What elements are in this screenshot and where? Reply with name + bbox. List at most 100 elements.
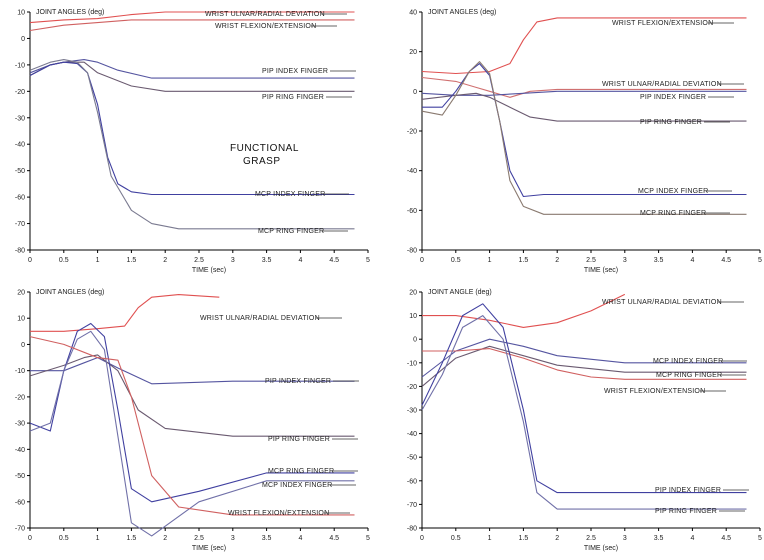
series-label: PIP RING FINGER — [262, 94, 324, 101]
series-label: MCP INDEX FINGER — [653, 358, 723, 365]
x-axis-label: TIME (sec) — [192, 545, 226, 552]
y-tick-label: -30 — [407, 408, 417, 415]
series-label: MCP INDEX FINGER — [255, 191, 325, 198]
series-label: MCP RING FINGER — [258, 228, 324, 235]
series-line — [29, 330, 355, 537]
y-tick-label: 10 — [409, 313, 417, 320]
series-label: WRIST FLEXION/EXTENSION — [604, 388, 705, 395]
series-line — [29, 354, 355, 437]
x-tick-label: 1 — [488, 535, 492, 542]
x-tick-label: 3 — [231, 257, 235, 264]
annotation-line2: GRASP — [243, 156, 281, 167]
series-line — [29, 59, 355, 230]
y-tick-label: 0 — [21, 36, 25, 43]
x-tick-label: 3.5 — [262, 257, 272, 264]
series-label: PIP INDEX FINGER — [265, 378, 331, 385]
x-tick-label: 3 — [623, 535, 627, 542]
series-label: PIP RING FINGER — [655, 508, 717, 515]
x-tick-label: 4.5 — [721, 257, 731, 264]
series-label: PIP INDEX FINGER — [262, 68, 328, 75]
y-tick-label: -40 — [407, 168, 417, 175]
x-tick-label: 1.5 — [127, 535, 137, 542]
x-tick-label: 4 — [298, 535, 302, 542]
x-tick-label: 5 — [758, 257, 762, 264]
y-tick-label: -10 — [15, 368, 25, 375]
x-tick-label: 5 — [758, 535, 762, 542]
y-tick-label: -50 — [407, 455, 417, 462]
chart-title: JOINT ANGLES (deg) — [36, 9, 104, 16]
y-tick-label: -70 — [15, 526, 25, 533]
y-tick-label: -60 — [15, 195, 25, 202]
x-tick-label: 2 — [555, 535, 559, 542]
x-tick-label: 5 — [366, 535, 370, 542]
y-tick-label: -70 — [15, 221, 25, 228]
series-line — [421, 17, 747, 75]
x-tick-label: 0.5 — [59, 535, 69, 542]
series-line — [421, 303, 747, 494]
series-label: WRIST FLEXION/EXTENSION — [228, 510, 329, 517]
y-tick-label: -40 — [15, 447, 25, 454]
y-tick-label: 10 — [17, 316, 25, 323]
x-tick-label: 0.5 — [451, 257, 461, 264]
y-tick-label: 10 — [17, 10, 25, 17]
series-line — [29, 61, 355, 92]
x-tick-label: 3 — [231, 535, 235, 542]
x-axis-label: TIME (sec) — [584, 267, 618, 274]
y-tick-label: -30 — [15, 421, 25, 428]
series-line — [30, 294, 220, 332]
x-tick-label: 1.5 — [127, 257, 137, 264]
x-tick-label: 4.5 — [329, 257, 339, 264]
series-line — [422, 348, 747, 380]
y-tick-label: 20 — [17, 290, 25, 297]
series-line — [29, 11, 355, 24]
series-line — [421, 315, 747, 510]
series-label: MCP RING FINGER — [268, 468, 334, 475]
x-tick-label: 2 — [163, 535, 167, 542]
series-label: WRIST ULNAR/RADIAL DEVIATION — [602, 81, 722, 88]
y-tick-label: -80 — [407, 248, 417, 255]
y-tick-label: -20 — [407, 384, 417, 391]
y-tick-label: -50 — [15, 168, 25, 175]
x-tick-label: 2 — [163, 257, 167, 264]
x-tick-label: 3 — [623, 257, 627, 264]
y-tick-label: -10 — [407, 360, 417, 367]
x-tick-label: 1 — [488, 257, 492, 264]
x-tick-label: 1.5 — [519, 535, 529, 542]
x-tick-label: 3.5 — [654, 257, 664, 264]
y-tick-label: 0 — [21, 342, 25, 349]
x-tick-label: 4.5 — [329, 535, 339, 542]
y-tick-label: -80 — [15, 248, 25, 255]
series-line — [29, 61, 355, 196]
x-tick-label: 3.5 — [654, 535, 664, 542]
x-tick-label: 2.5 — [194, 535, 204, 542]
series-line — [422, 293, 626, 328]
chart-panel-1: 100-10-20-30-40-50-60-70-800 0.5 1 1.5 2 2.5 3… — [15, 9, 370, 274]
series-label: PIP INDEX FINGER — [655, 487, 721, 494]
x-tick-label: 4 — [690, 257, 694, 264]
y-tick-label: -10 — [15, 62, 25, 69]
chart-title: JOINT ANGLES (deg) — [428, 9, 496, 16]
y-tick-label: -70 — [407, 502, 417, 509]
x-tick-label: 0.5 — [451, 535, 461, 542]
series-label: MCP INDEX FINGER — [262, 482, 332, 489]
series-label: PIP INDEX FINGER — [640, 94, 706, 101]
x-axis-label: TIME (sec) — [192, 267, 226, 274]
series-label: WRIST FLEXION/EXTENSION — [215, 23, 316, 30]
x-tick-label: 0 — [420, 257, 424, 264]
y-tick-label: 40 — [409, 10, 417, 17]
x-tick-label: 3.5 — [262, 535, 272, 542]
chart-title: JOINT ANGLE (deg) — [428, 289, 492, 296]
x-tick-label: 4.5 — [721, 535, 731, 542]
series-label: WRIST ULNAR/RADIAL DEVIATION — [200, 315, 320, 322]
y-tick-label: -60 — [15, 499, 25, 506]
series-line — [421, 92, 747, 122]
series-line — [29, 336, 355, 516]
series-label: WRIST ULNAR/RADIAL DEVIATION — [205, 11, 325, 18]
x-tick-label: 1 — [96, 535, 100, 542]
x-tick-label: 5 — [366, 257, 370, 264]
series-label: WRIST FLEXION/EXTENSION — [612, 20, 713, 27]
x-tick-label: 4 — [690, 535, 694, 542]
y-tick-label: -20 — [407, 129, 417, 136]
